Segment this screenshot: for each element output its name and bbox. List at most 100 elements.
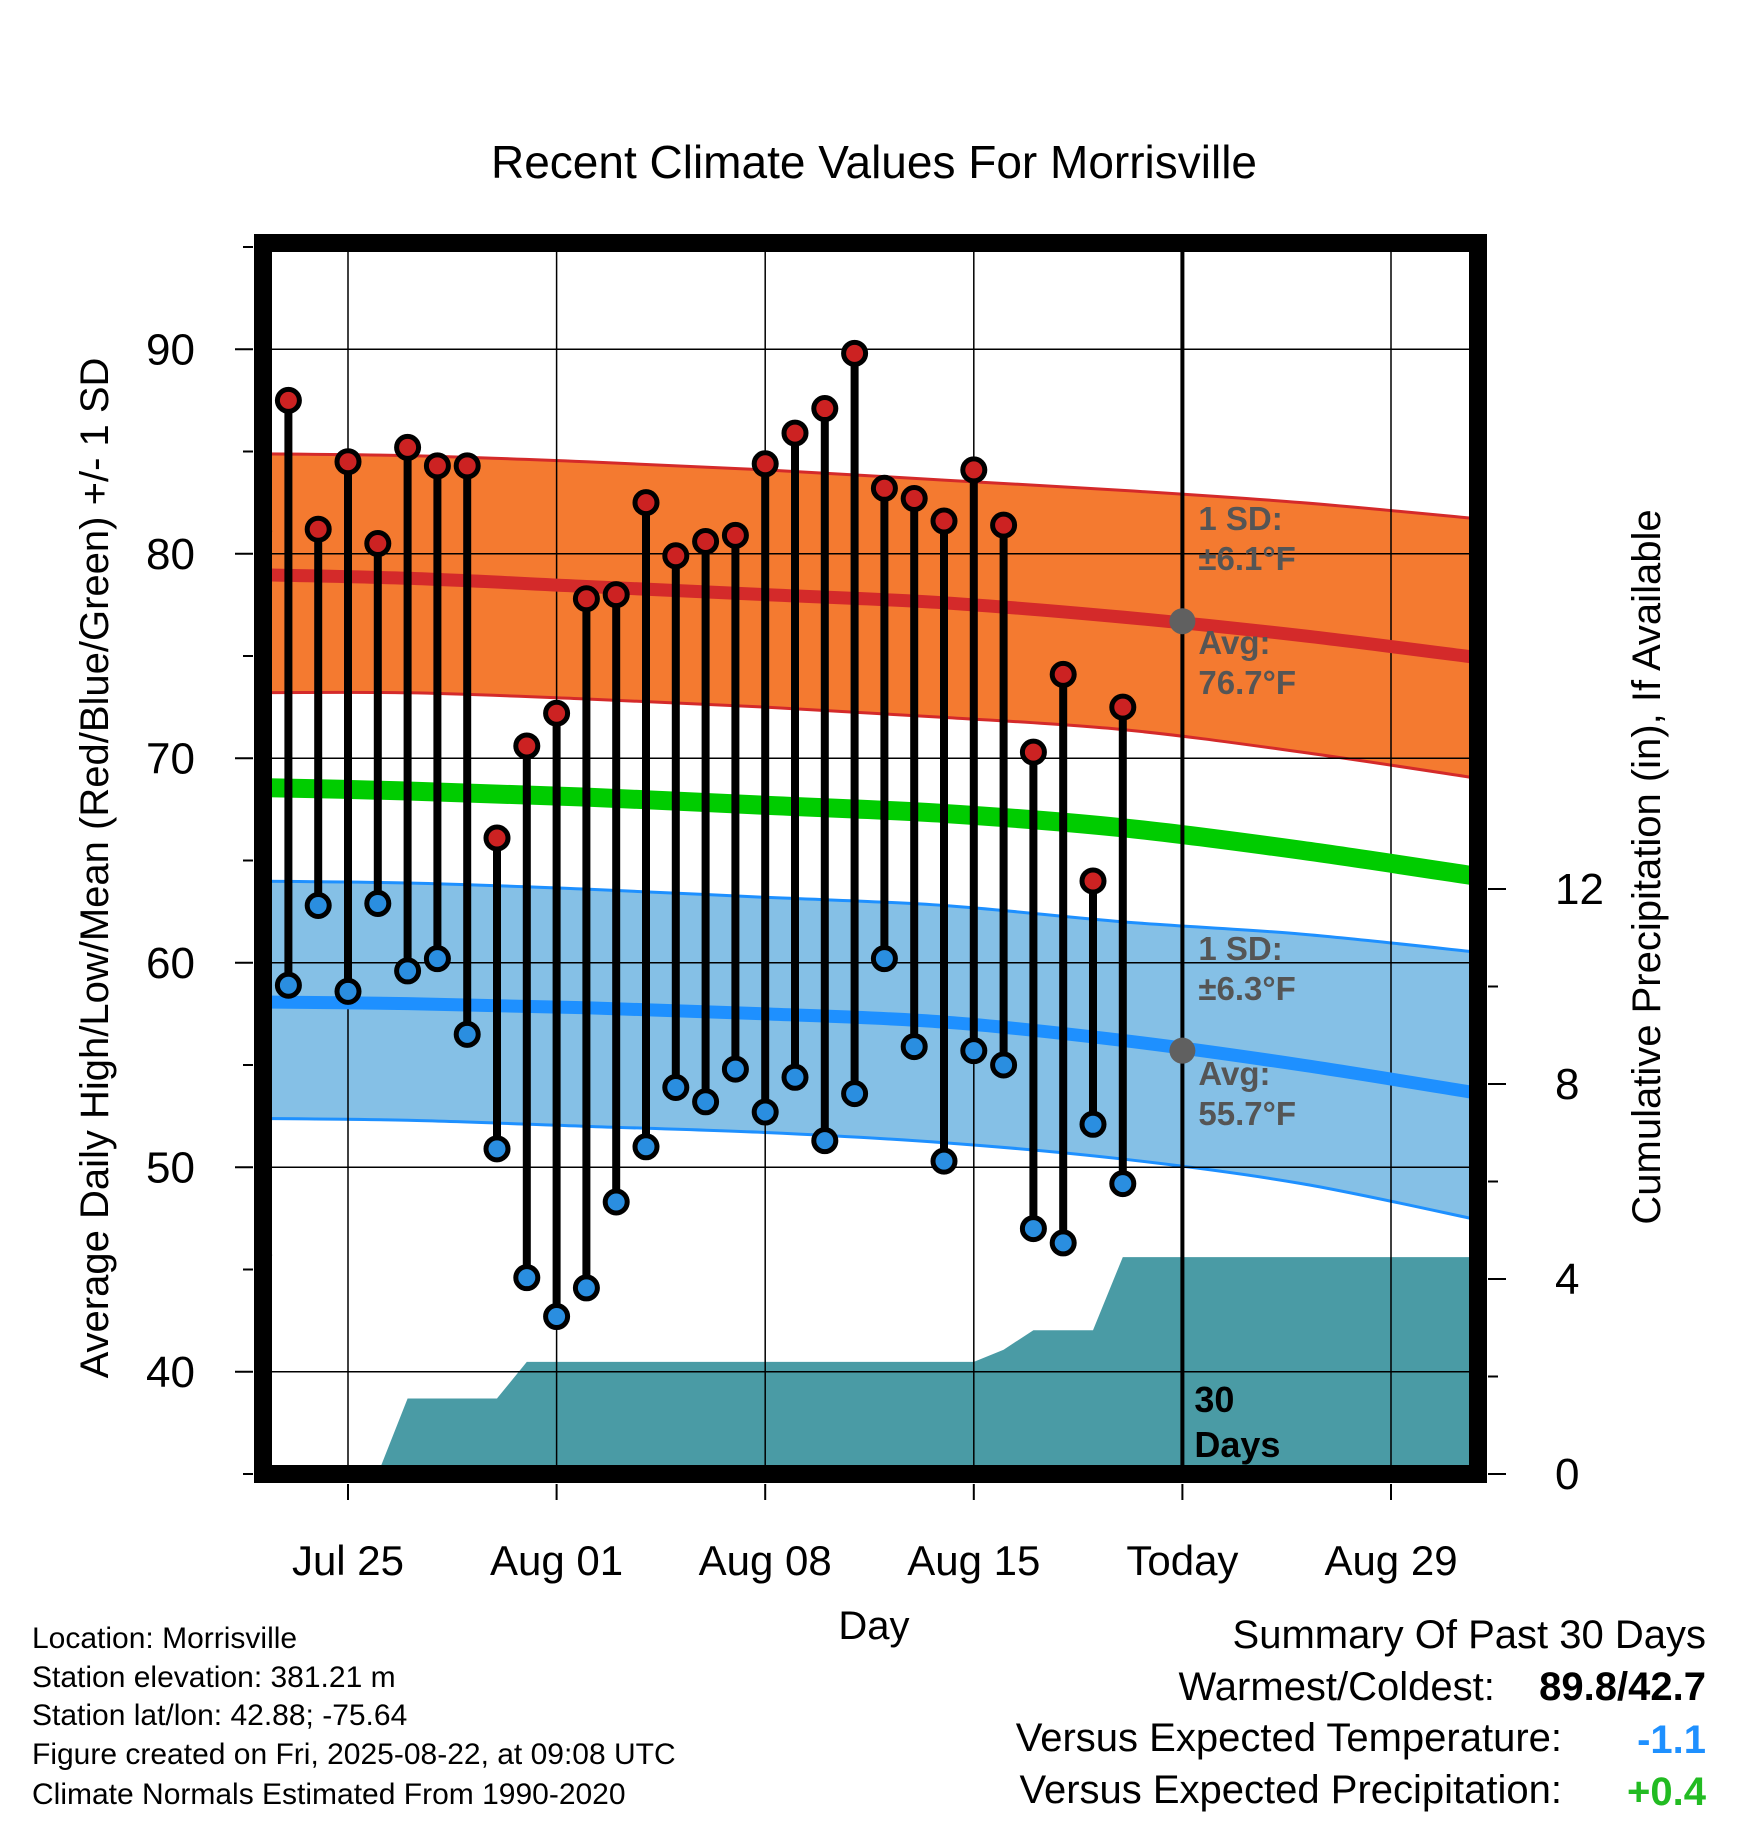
- temp-label: Versus Expected Temperature:: [1015, 1716, 1562, 1760]
- daily-low-point: [453, 1020, 481, 1048]
- daily-high-point: [721, 521, 749, 549]
- x-tick-label: Aug 15: [907, 1537, 1040, 1584]
- daily-high-point: [513, 732, 541, 760]
- daily-low-point: [662, 1073, 690, 1101]
- daily-high-point: [870, 474, 898, 502]
- warm-cold-label: Warmest/Coldest:: [1178, 1665, 1495, 1709]
- daily-low-point: [543, 1303, 571, 1331]
- daily-high-point: [1019, 738, 1047, 766]
- x-axis-label: Day: [838, 1604, 909, 1648]
- daily-high-point: [692, 527, 720, 555]
- low-minus-sd-line: [263, 1116, 1478, 1222]
- daily-high-point: [1079, 867, 1107, 895]
- warmest-value: 89.8: [1539, 1665, 1618, 1709]
- daily-high-point: [602, 581, 630, 609]
- warm-cold-row: Warmest/Coldest: 89.8/42.7: [1179, 1667, 1706, 1707]
- today-days-label: Days: [1194, 1424, 1280, 1465]
- daily-low-point: [692, 1088, 720, 1116]
- plot-frame: [254, 234, 1487, 1483]
- today-low-avg-marker: [1169, 1037, 1196, 1064]
- daily-high-point: [811, 395, 839, 423]
- daily-low-point: [632, 1133, 660, 1161]
- precip-area: [263, 1257, 1478, 1474]
- daily-high-point: [1049, 660, 1077, 688]
- daily-high-point: [1109, 693, 1137, 721]
- daily-low-point: [721, 1055, 749, 1083]
- low-sd-band: [263, 881, 1478, 1220]
- daily-high-point: [543, 699, 571, 727]
- daily-high-point: [841, 339, 869, 367]
- x-tick-label: Aug 29: [1324, 1537, 1457, 1584]
- latlon-text: Station lat/lon: 42.88; -75.64: [32, 1699, 408, 1732]
- y-tick-label: 80: [146, 530, 195, 579]
- daily-low-point: [781, 1063, 809, 1091]
- precip-label: Versus Expected Precipitation:: [1019, 1768, 1562, 1812]
- daily-high-point: [930, 507, 958, 535]
- daily-high-point: [423, 452, 451, 480]
- low-sd-annotation: ±6.3°F: [1198, 970, 1295, 1007]
- daily-high-point: [960, 456, 988, 484]
- daily-low-point: [483, 1135, 511, 1163]
- daily-low-point: [1049, 1229, 1077, 1257]
- daily-low-point: [841, 1080, 869, 1108]
- low-avg-annotation: 55.7°F: [1198, 1095, 1296, 1132]
- daily-low-point: [572, 1274, 600, 1302]
- daily-low-point: [394, 957, 422, 985]
- low-sd-annotation: 1 SD:: [1198, 930, 1282, 967]
- daily-low-point: [274, 971, 302, 999]
- daily-low-point: [811, 1127, 839, 1155]
- x-tick-label: Aug 08: [699, 1537, 832, 1584]
- daily-low-point: [364, 889, 392, 917]
- y2-tick-label: 4: [1555, 1255, 1579, 1304]
- daily-high-point: [990, 511, 1018, 539]
- y-tick-label: 70: [146, 734, 195, 783]
- daily-high-point: [483, 824, 511, 852]
- daily-high-point: [453, 452, 481, 480]
- created-text: Figure created on Fri, 2025-08-22, at 09…: [32, 1738, 676, 1771]
- daily-low-point: [960, 1037, 988, 1065]
- daily-low-point: [334, 977, 362, 1005]
- y2-tick-label: 0: [1555, 1450, 1579, 1499]
- daily-low-point: [304, 891, 332, 919]
- today-days-label: 30: [1194, 1379, 1234, 1420]
- daily-high-point: [394, 433, 422, 461]
- y-tick-label: 50: [146, 1143, 195, 1192]
- coldest-value: 42.7: [1628, 1665, 1706, 1709]
- y2-axis-label: Cumulative Precipitation (in), If Availa…: [1625, 509, 1669, 1224]
- daily-low-point: [1019, 1215, 1047, 1243]
- temp-value: -1.1: [1637, 1718, 1706, 1762]
- x-tick-label: Aug 01: [490, 1537, 623, 1584]
- daily-low-point: [930, 1147, 958, 1175]
- y-tick-label: 40: [146, 1348, 195, 1397]
- daily-low-point: [513, 1264, 541, 1292]
- plot-area: [263, 243, 1478, 1474]
- daily-high-point: [900, 485, 928, 513]
- today-high-avg-marker: [1169, 608, 1196, 635]
- daily-high-point: [334, 448, 362, 476]
- daily-low-point: [1079, 1110, 1107, 1138]
- daily-low-point: [870, 945, 898, 973]
- precip-value: +0.4: [1627, 1770, 1706, 1814]
- y-tick-label: 90: [146, 325, 195, 374]
- daily-low-point: [423, 945, 451, 973]
- daily-high-point: [572, 585, 600, 613]
- high-sd-annotation: ±6.1°F: [1198, 540, 1295, 577]
- location-text: Location: Morrisville: [32, 1622, 298, 1655]
- daily-low-point: [990, 1051, 1018, 1079]
- daily-high-point: [781, 419, 809, 447]
- y2-tick-label: 12: [1555, 865, 1604, 914]
- chart-title: Recent Climate Values For Morrisville: [491, 136, 1257, 188]
- high-avg-annotation: Avg:: [1198, 624, 1270, 661]
- daily-low-point: [1109, 1170, 1137, 1198]
- low-avg-annotation: Avg:: [1198, 1055, 1270, 1092]
- daily-high-point: [632, 489, 660, 517]
- daily-high-point: [751, 450, 779, 478]
- y-tick-label: 60: [146, 939, 195, 988]
- x-tick-label: Today: [1126, 1537, 1238, 1584]
- daily-high-point: [274, 386, 302, 414]
- daily-high-point: [662, 542, 690, 570]
- y-axis-label: Average Daily High/Low/Mean (Red/Blue/Gr…: [73, 358, 117, 1379]
- x-tick-label: Jul 25: [292, 1537, 404, 1584]
- y2-tick-label: 8: [1555, 1060, 1579, 1109]
